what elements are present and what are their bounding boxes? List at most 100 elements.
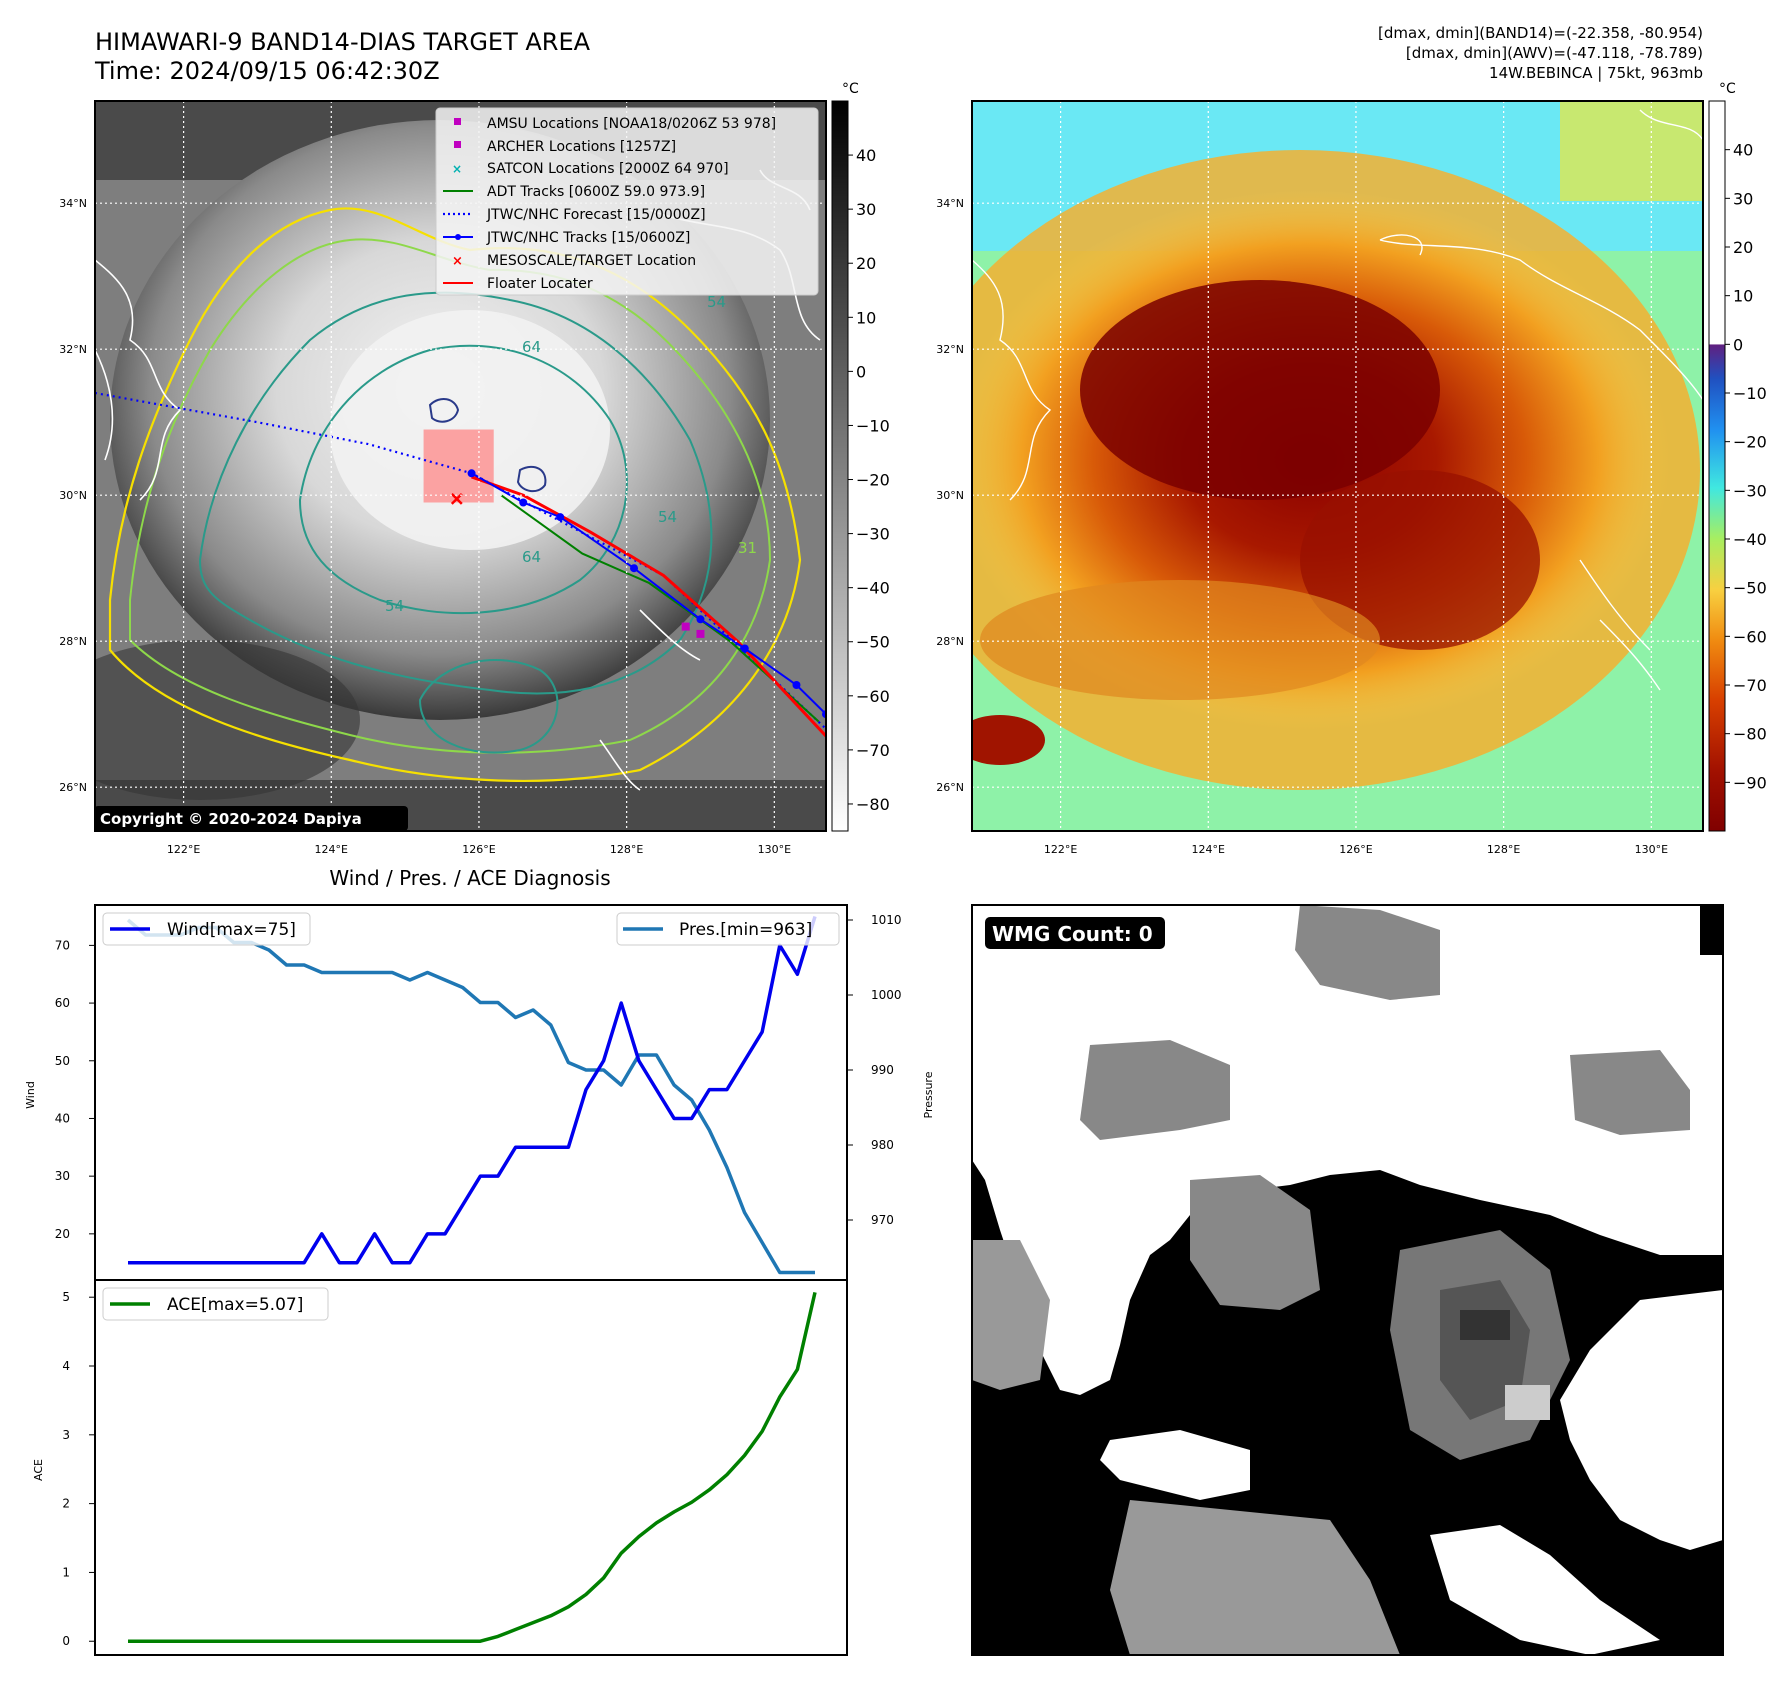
map1-lon-label: 130°E — [758, 843, 791, 856]
color-colorbar: °C 40 30 20 10 0 −10 −20 −30 −40 −50 −60 −70 −80 −90 — [1708, 81, 1767, 832]
gray-colorbar-tick-label: −30 — [856, 525, 890, 544]
amsu-marker — [696, 629, 705, 638]
gray-colorbar-tick-label: 0 — [856, 362, 866, 381]
ace-y-tick-label: 4 — [62, 1359, 70, 1373]
legend-jtwc-dot — [455, 234, 461, 240]
map1-lon-label: 128°E — [610, 843, 643, 856]
ace-y-tick-label: 3 — [62, 1428, 70, 1442]
color-colorbar-tick-label: −40 — [1733, 530, 1767, 549]
pressure-y-tick-label: 970 — [871, 1213, 894, 1227]
pressure-legend-label: Pres.[min=963] — [679, 920, 812, 940]
color-map-frame — [971, 100, 1704, 832]
wmg-label-box — [985, 917, 1165, 949]
gray-colorbar-tick-label: −60 — [856, 687, 890, 706]
wind-y-tick-label: 30 — [55, 1169, 70, 1183]
wmg-gray-blob-2 — [1190, 1175, 1320, 1310]
contour-yellow — [108, 207, 802, 782]
ir-map-panel: 64 54 54 64 31 54 AMSU Locations [NOAA18… — [59, 100, 827, 856]
map2-lat-label: 28°N — [936, 635, 964, 648]
wmg-gray-blob-3 — [1570, 1050, 1690, 1135]
amsu-marker — [681, 622, 690, 631]
wmg-frame — [971, 904, 1724, 1656]
legend-amsu-label: AMSU Locations [NOAA18/0206Z 53 978] — [487, 116, 776, 132]
ace-chart: ACE 0 1 2 3 4 5 ACE[max=5.07] — [32, 1279, 848, 1656]
color-colorbar-tick-label: −30 — [1733, 481, 1767, 500]
map1-lat-label: 32°N — [59, 343, 87, 356]
ace-axis-label: ACE — [32, 1459, 45, 1481]
map2-lon-label: 122°E — [1044, 843, 1077, 856]
wmg-white-lower-right — [1560, 1290, 1723, 1550]
contour-darkblue — [428, 398, 547, 493]
map1-lat-label: 30°N — [59, 489, 87, 502]
legend-jtwc-label: JTWC/NHC Tracks [15/0600Z] — [486, 230, 690, 246]
wmg-white-bottom — [1430, 1525, 1660, 1655]
legend-forecast-label: JTWC/NHC Forecast [15/0000Z] — [486, 207, 706, 223]
ace-plot-frame — [94, 1279, 848, 1656]
legend-satcon-swatch: × — [452, 162, 462, 176]
contour-label: 64 — [522, 338, 541, 356]
map2-lat-label: 30°N — [936, 489, 964, 502]
color-colorbar-tick-label: 30 — [1733, 189, 1753, 208]
wind-y-tick-label: 40 — [55, 1111, 70, 1125]
map1-lon-label: 126°E — [462, 843, 495, 856]
pressure-y-ticks: 970 980 990 1000 1010 — [847, 913, 902, 1227]
jtwc-track-point — [467, 469, 476, 478]
ace-y-tick-label: 2 — [62, 1497, 70, 1511]
gray-colorbar-tick-label: −40 — [856, 579, 890, 598]
color-colorbar-tick-label: −70 — [1733, 676, 1767, 695]
mesoscale-target-box — [423, 429, 494, 503]
wmg-panel: WMG Count: 0 — [971, 904, 1724, 1656]
gray-colorbar-fill — [831, 100, 849, 832]
map2-lon-label: 128°E — [1487, 843, 1520, 856]
wind-pressure-chart: Wind / Pres. / ACE Diagnosis Wind Pressu… — [24, 866, 935, 1281]
color-map-cold-core — [1080, 280, 1440, 500]
ir-map-frame — [94, 100, 827, 832]
color-map-rainband — [1300, 470, 1540, 650]
gray-colorbar: °C 40 30 20 10 0 −10 −20 −30 −40 −50 −60 −70 −80 — [831, 81, 890, 832]
ace-line — [128, 1291, 817, 1643]
main-title: HIMAWARI-9 BAND14-DIAS TARGET AREA — [95, 28, 591, 56]
copyright-box — [94, 806, 408, 831]
map2-lat-label: 34°N — [936, 197, 964, 210]
map2-lon-label: 126°E — [1339, 843, 1372, 856]
legend-satcon-label: SATCON Locations [2000Z 64 970] — [487, 161, 729, 177]
color-map-gridlines — [972, 101, 1703, 831]
color-colorbar-tick-label: −90 — [1733, 773, 1767, 792]
gray-colorbar-tick-label: −10 — [856, 416, 890, 435]
jtwc-track-point — [519, 498, 528, 507]
ace-y-tick-label: 0 — [62, 1634, 70, 1648]
color-colorbar-unit: °C — [1719, 81, 1736, 97]
wmg-gray-blob-4 — [1295, 905, 1440, 1000]
wind-y-tick-label: 20 — [55, 1227, 70, 1241]
contour-label: 64 — [522, 548, 541, 566]
jtwc-track-point — [740, 644, 749, 653]
color-map-sea-right — [1560, 101, 1703, 201]
color-colorbar-tick-label: 40 — [1733, 141, 1753, 160]
wmg-gray-blob-1 — [1080, 1040, 1230, 1140]
contour-label: 54 — [385, 597, 404, 615]
gray-colorbar-unit: °C — [842, 81, 859, 97]
legend-box — [435, 107, 819, 296]
ace-y-tick-label: 5 — [62, 1290, 70, 1304]
ace-y-ticks: 0 1 2 3 4 5 — [62, 1290, 95, 1648]
map1-lat-labels: 34°N 32°N 30°N 28°N 26°N — [59, 197, 87, 794]
legend-adt-label: ADT Tracks [0600Z 59.0 973.9] — [487, 184, 705, 200]
map2-lat-label: 26°N — [936, 781, 964, 794]
color-colorbar-tick-label: −60 — [1733, 627, 1767, 646]
copyright-text: Copyright © 2020-2024 Dapiya — [100, 810, 362, 828]
color-map-sw-blob — [972, 715, 1045, 765]
wmg-white-region — [972, 905, 1723, 1395]
jtwc-track-line — [471, 472, 826, 715]
color-colorbar-tick-label: −50 — [1733, 579, 1767, 598]
contour-lightgreen — [129, 238, 772, 754]
legend: AMSU Locations [NOAA18/0206Z 53 978] ARC… — [435, 107, 819, 296]
wind-legend-box — [102, 912, 311, 946]
pressure-y-tick-label: 1010 — [871, 913, 902, 927]
diagnosis-title: Wind / Pres. / ACE Diagnosis — [329, 866, 610, 890]
gray-colorbar-tick-label: 10 — [856, 308, 876, 327]
color-colorbar-tick-label: 0 — [1733, 335, 1743, 354]
map2-lon-label: 130°E — [1635, 843, 1668, 856]
map1-lon-labels: 122°E 124°E 126°E 128°E 130°E — [167, 843, 791, 856]
wind-y-tick-label: 70 — [55, 938, 70, 952]
wmg-eye-dark — [1460, 1310, 1510, 1340]
